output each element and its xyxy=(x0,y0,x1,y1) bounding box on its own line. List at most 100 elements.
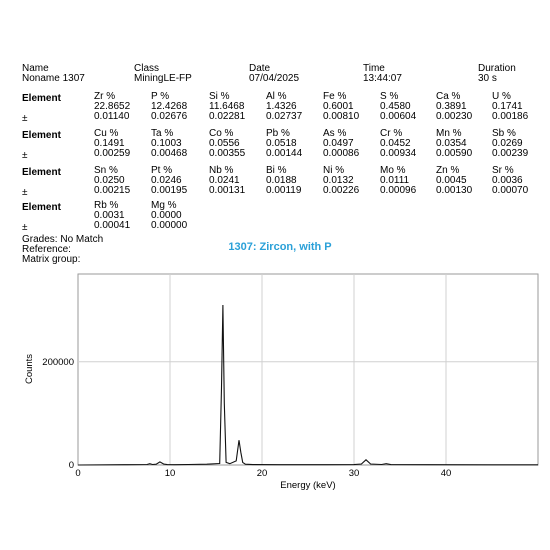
element-error: 0.00131 xyxy=(209,185,246,196)
element-value: 12.4268 xyxy=(151,101,188,112)
element-error: 0.00119 xyxy=(266,185,302,196)
element-error: 0.00230 xyxy=(436,111,473,122)
element-header: P % xyxy=(151,91,170,102)
x-axis-label: Energy (keV) xyxy=(280,480,335,491)
element-error: 0.02737 xyxy=(266,111,303,122)
element-error: 0.00226 xyxy=(323,185,360,196)
header-label-time: Time xyxy=(363,63,385,74)
element-value: 0.0241 xyxy=(209,175,240,186)
element-header: Ni % xyxy=(323,165,345,176)
element-header: Mo % xyxy=(380,165,406,176)
element-header: Zr % xyxy=(94,91,116,102)
element-error: 0.00195 xyxy=(151,185,188,196)
element-error: 0.00070 xyxy=(492,185,529,196)
header-label-duration: Duration xyxy=(478,63,516,74)
element-value: 0.0354 xyxy=(436,138,467,149)
element-error: 0.02676 xyxy=(151,111,188,122)
element-error: 0.02281 xyxy=(209,111,246,122)
element-value: 1.4326 xyxy=(266,101,297,112)
element-value: 0.0045 xyxy=(436,175,467,186)
element-header: Ca % xyxy=(436,91,461,102)
element-label: Element xyxy=(22,93,61,104)
element-header: Si % xyxy=(209,91,230,102)
element-value: 0.0246 xyxy=(151,175,182,186)
element-error: 0.00239 xyxy=(492,148,529,159)
element-error: 0.01140 xyxy=(94,111,130,122)
element-value: 0.0518 xyxy=(266,138,297,149)
element-header: Pt % xyxy=(151,165,173,176)
element-header: Sn % xyxy=(94,165,118,176)
element-error: 0.00215 xyxy=(94,185,131,196)
element-header: Sb % xyxy=(492,128,516,139)
header-label-date: Date xyxy=(249,63,271,74)
element-label: Element xyxy=(22,167,61,178)
element-value: 0.1003 xyxy=(151,138,182,149)
error-symbol: ± xyxy=(22,113,28,124)
x-tick-label: 30 xyxy=(349,468,360,479)
element-value: 0.0556 xyxy=(209,138,240,149)
element-value: 0.1741 xyxy=(492,101,523,112)
element-header: Al % xyxy=(266,91,287,102)
element-value: 0.0250 xyxy=(94,175,125,186)
element-error: 0.00186 xyxy=(492,111,529,122)
element-value: 0.0000 xyxy=(151,210,182,221)
element-value: 0.6001 xyxy=(323,101,354,112)
element-label: Element xyxy=(22,202,61,213)
error-symbol: ± xyxy=(22,222,28,233)
element-error: 0.00468 xyxy=(151,148,188,159)
element-error: 0.00934 xyxy=(380,148,417,159)
header-label-class: Class xyxy=(134,63,160,74)
spectrum-title: 1307: Zircon, with P xyxy=(228,241,332,253)
matrix-group-text: Matrix group: xyxy=(22,254,81,265)
element-value: 0.0497 xyxy=(323,138,354,149)
header-value-class: MiningLE-FP xyxy=(134,73,192,84)
header-value-duration: 30 s xyxy=(478,73,497,84)
element-header: Co % xyxy=(209,128,234,139)
error-symbol: ± xyxy=(22,187,28,198)
header-value-name: Noname 1307 xyxy=(22,73,85,84)
element-header: Pb % xyxy=(266,128,290,139)
reference-text: Reference: xyxy=(22,244,71,255)
element-header: Cr % xyxy=(380,128,403,139)
grades-text: Grades: No Match xyxy=(22,234,104,245)
element-value: 0.3891 xyxy=(436,101,467,112)
element-header: Ta % xyxy=(151,128,174,139)
y-axis-label: Counts xyxy=(24,354,35,384)
element-header: Rb % xyxy=(94,200,119,211)
element-header: Zn % xyxy=(436,165,460,176)
element-header: Bi % xyxy=(266,165,287,176)
spectrum-line xyxy=(77,304,538,466)
element-header: Nb % xyxy=(209,165,234,176)
y-tick-label: 200000 xyxy=(42,357,74,368)
element-header: Cu % xyxy=(94,128,119,139)
element-header: Mg % xyxy=(151,200,177,211)
element-header: Sr % xyxy=(492,165,514,176)
element-error: 0.00096 xyxy=(380,185,417,196)
element-value: 0.0452 xyxy=(380,138,411,149)
header-value-date: 07/04/2025 xyxy=(249,73,300,84)
element-error: 0.00144 xyxy=(266,148,303,159)
x-tick-label: 20 xyxy=(257,468,268,479)
element-error: 0.00041 xyxy=(94,220,131,231)
element-error: 0.00086 xyxy=(323,148,360,159)
element-value: 0.0111 xyxy=(380,175,410,186)
element-error: 0.00590 xyxy=(436,148,473,159)
element-header: S % xyxy=(380,91,399,102)
element-value: 0.1491 xyxy=(94,138,125,149)
element-value: 0.0188 xyxy=(266,175,297,186)
header-label-name: Name xyxy=(22,63,49,74)
error-symbol: ± xyxy=(22,150,28,161)
element-value: 22.8652 xyxy=(94,101,131,112)
element-error: 0.00810 xyxy=(323,111,360,122)
x-tick-label: 40 xyxy=(441,468,452,479)
element-header: Fe % xyxy=(323,91,347,102)
y-tick-label: 0 xyxy=(69,460,74,471)
x-tick-label: 10 xyxy=(165,468,176,479)
plot-frame xyxy=(77,273,539,466)
header-value-time: 13:44:07 xyxy=(363,73,402,84)
element-value: 0.0132 xyxy=(323,175,354,186)
element-error: 0.00130 xyxy=(436,185,473,196)
element-error: 0.00259 xyxy=(94,148,131,159)
element-error: 0.00000 xyxy=(151,220,188,231)
